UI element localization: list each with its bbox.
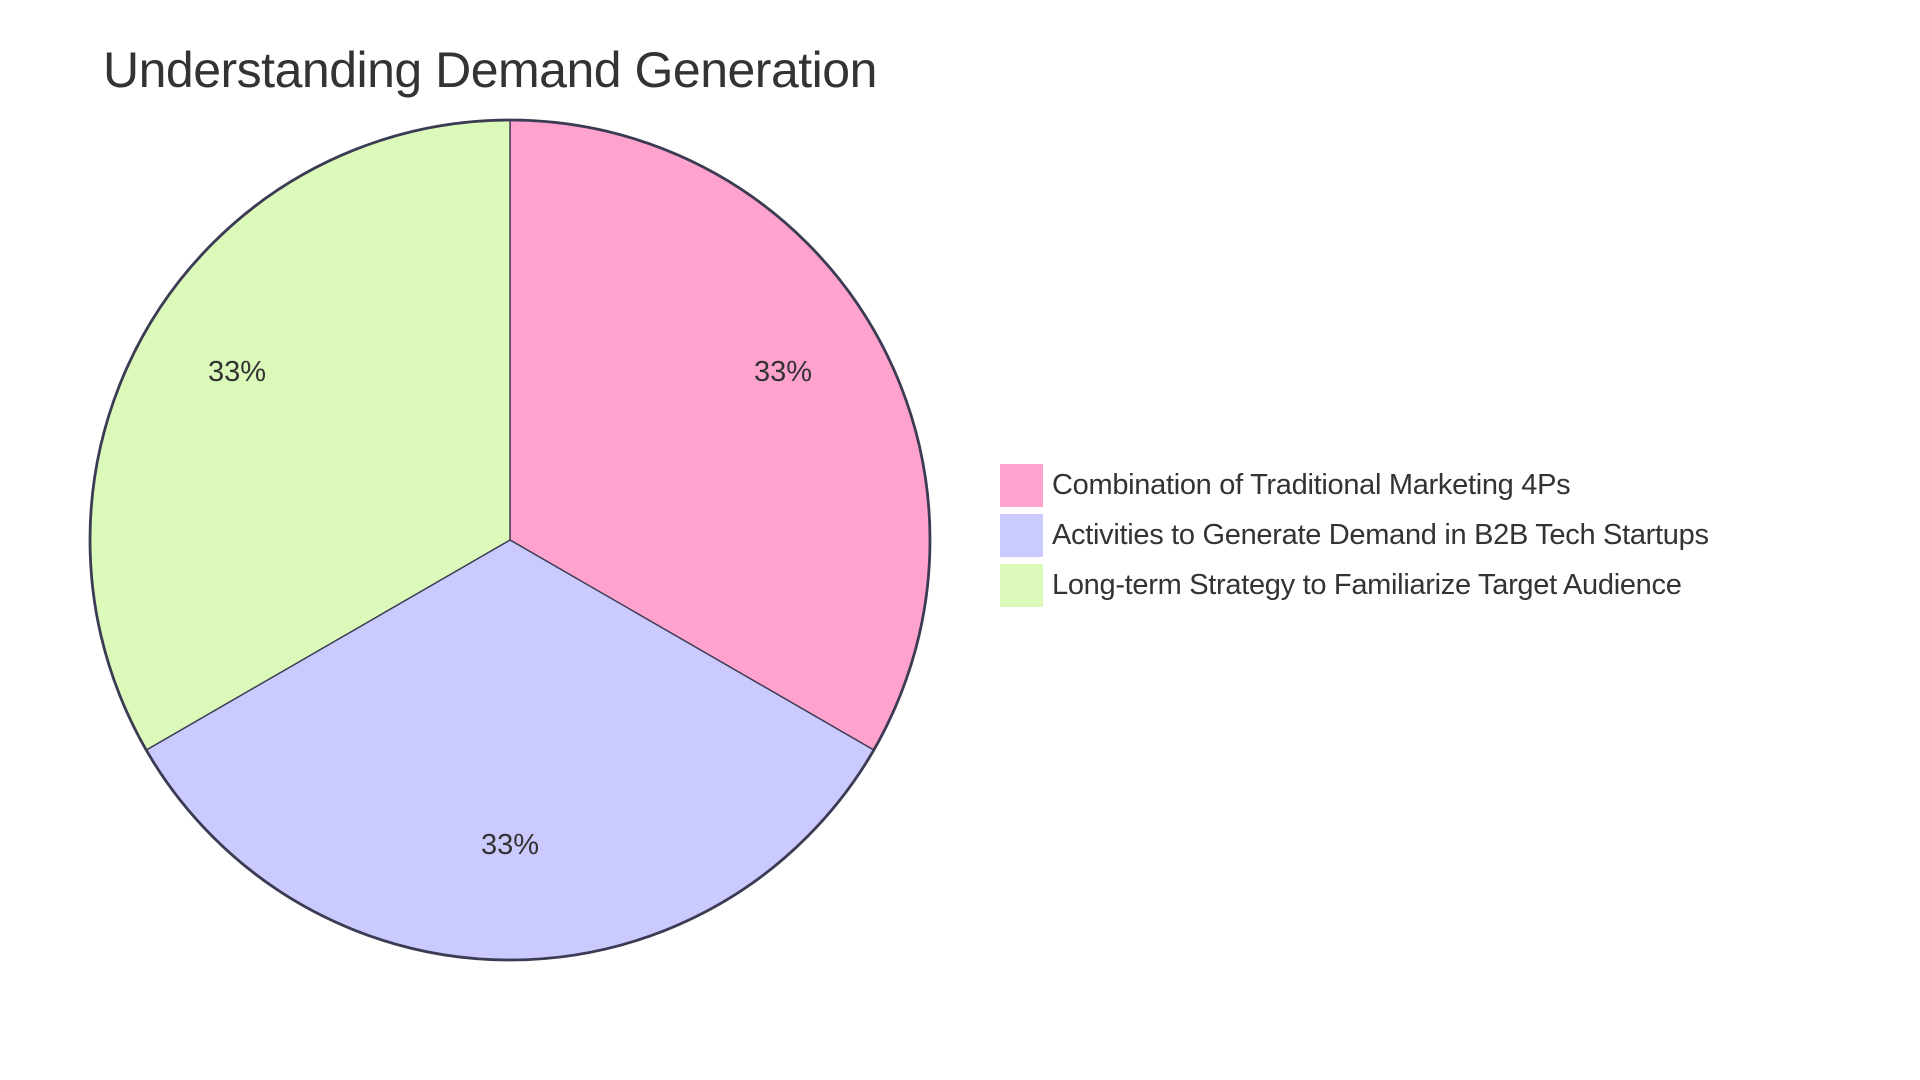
chart-title: Understanding Demand Generation: [103, 42, 877, 98]
pie-outline: [88, 118, 932, 962]
legend-item-long-term-strategy[interactable]: Long-term Strategy to Familiarize Target…: [1000, 563, 1682, 607]
legend-label: Activities to Generate Demand in B2B Tec…: [1052, 518, 1709, 551]
slice-label-marketing-4ps: 33%: [753, 356, 813, 388]
legend-swatch-pink: [1000, 463, 1043, 507]
pie-slices: [89, 119, 931, 961]
legend-item-marketing-4ps[interactable]: Combination of Traditional Marketing 4Ps: [1000, 463, 1571, 507]
slice-label-b2b-activities: 33%: [480, 829, 540, 861]
legend-label: Combination of Traditional Marketing 4Ps: [1052, 468, 1571, 501]
legend-swatch-green: [1000, 563, 1043, 607]
legend-label: Long-term Strategy to Familiarize Target…: [1052, 568, 1682, 601]
legend-item-b2b-activities[interactable]: Activities to Generate Demand in B2B Tec…: [1000, 513, 1709, 557]
slice-label-long-term-strategy: 33%: [207, 356, 267, 388]
legend-swatch-lavender: [1000, 513, 1043, 557]
